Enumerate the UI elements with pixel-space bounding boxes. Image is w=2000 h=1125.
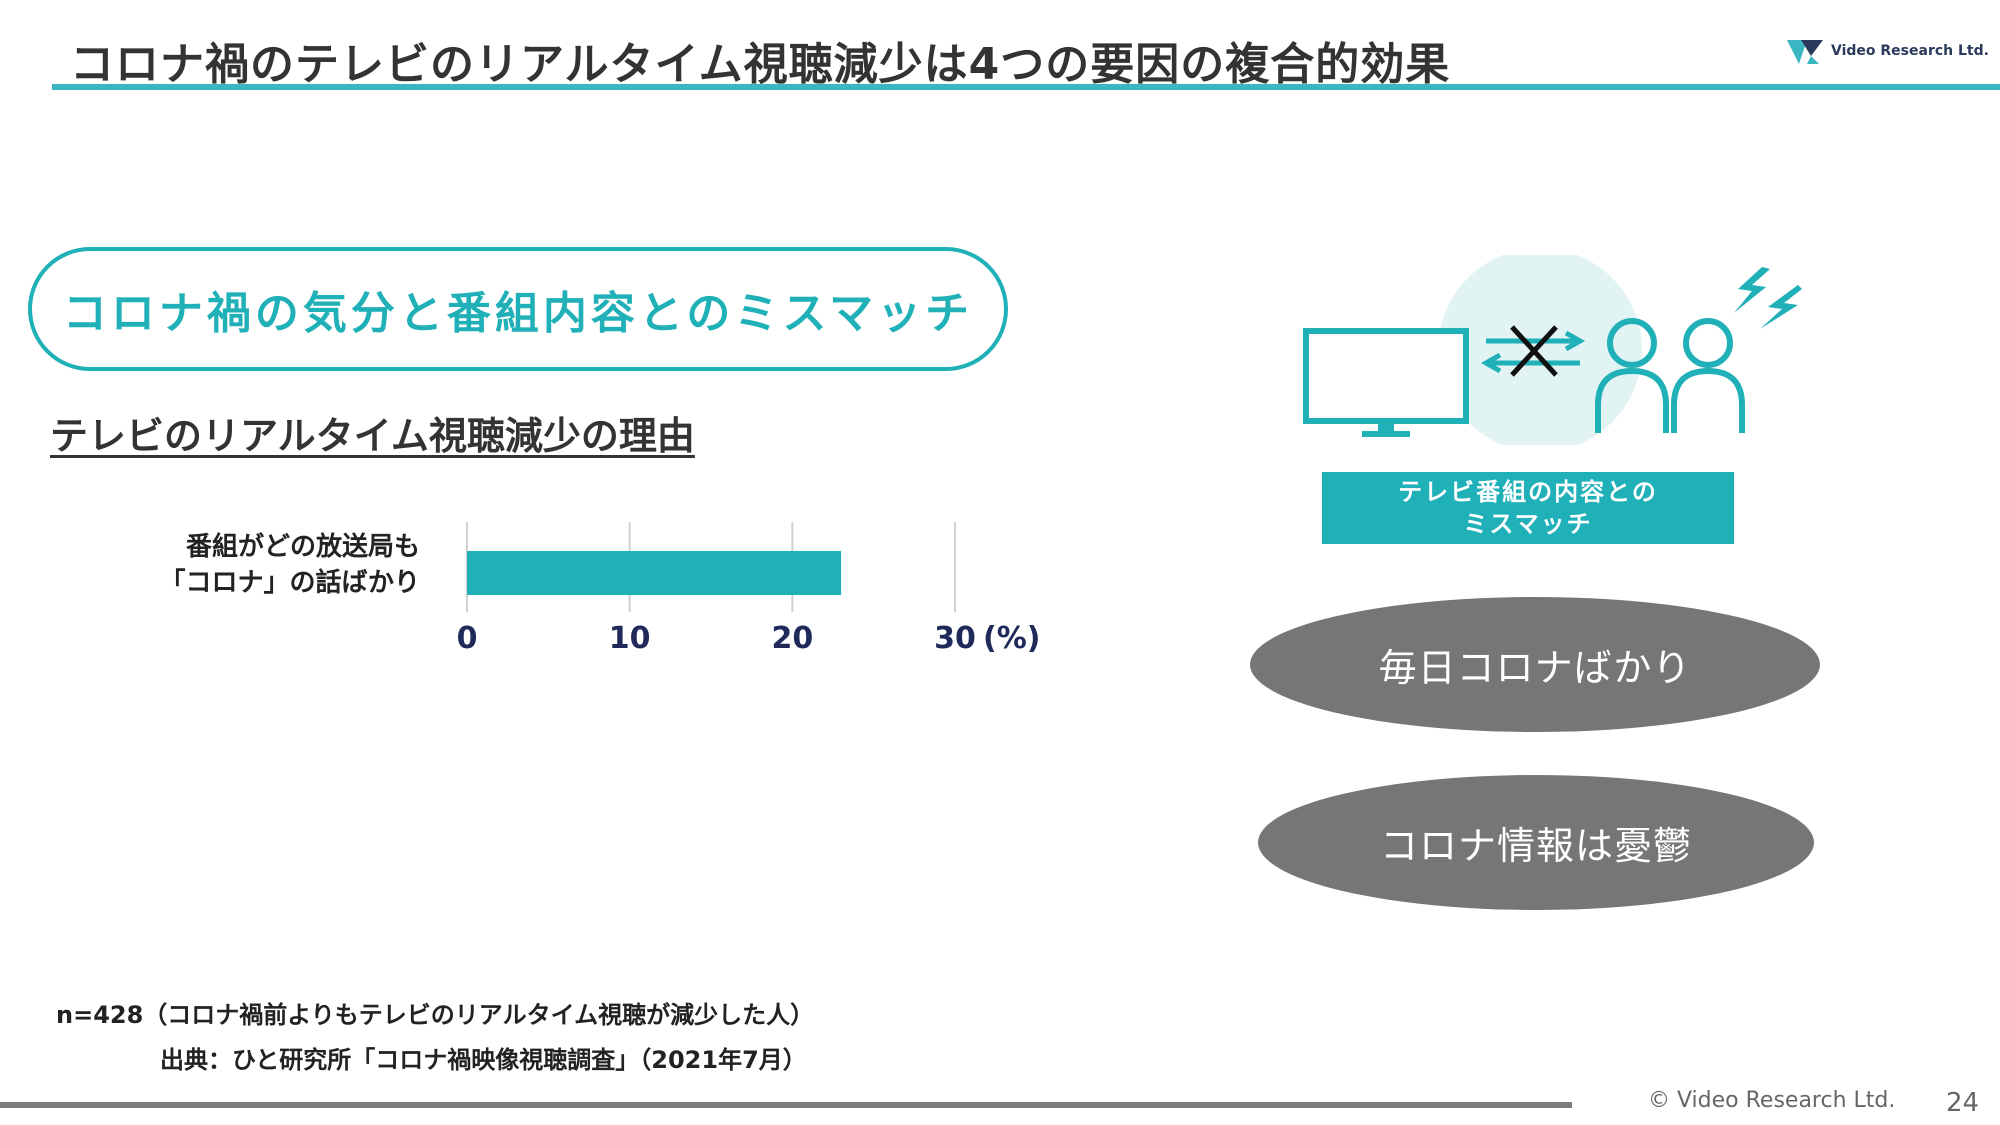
logo: Video Research Ltd. [1785, 34, 1989, 68]
person-icon [1595, 318, 1669, 433]
mismatch-label: テレビ番組の内容との ミスマッチ [1322, 472, 1734, 544]
category-label: 「コロナ」の話ばかり [159, 567, 420, 598]
slide-title: コロナ禍のテレビのリアルタイム視聴減少は4つの要因の複合的効果 [70, 39, 1451, 90]
bar-chart: 番組がどの放送局も「コロナ」の話ばかり 0 10 20 30 (%) [159, 522, 1040, 656]
bars [467, 551, 842, 595]
tick-labels: 0 10 20 30 [457, 621, 976, 656]
footer-rule [0, 1102, 1572, 1108]
copyright: © Video Research Ltd. [1648, 1088, 1896, 1113]
tick-label: 10 [609, 621, 651, 656]
cross-icon [1510, 325, 1558, 377]
comment-oval: コロナ情報は憂鬱 [1258, 775, 1814, 910]
tick-label: 0 [457, 621, 478, 656]
chart-heading: テレビのリアルタイム視聴減少の理由 [50, 414, 695, 458]
comment-text: 毎日コロナばかり [1378, 646, 1692, 690]
mismatch-label-line: テレビ番組の内容との [1398, 478, 1658, 506]
logo-text: Video Research Ltd. [1831, 43, 1989, 59]
factor-label: コロナ禍の気分と番組内容とのミスマッチ [62, 288, 974, 339]
comment-text: コロナ情報は憂鬱 [1379, 824, 1692, 868]
lightning-icon [1734, 267, 1802, 329]
arrows-icon [1480, 330, 1586, 374]
source-note: 出典：ひと研究所「コロナ禍映像視聴調査」（2021年7月） [160, 1046, 807, 1074]
mismatch-label-line: ミスマッチ [1463, 510, 1593, 538]
sample-note: n=428（コロナ禍前よりもテレビのリアルタイム視聴が減少した人） [56, 1001, 815, 1029]
category-labels: 番組がどの放送局も「コロナ」の話ばかり [159, 531, 420, 598]
person-icon [1671, 318, 1745, 433]
background-circle [1438, 255, 1642, 445]
comment-oval: 毎日コロナばかり [1250, 597, 1820, 732]
tv-icon [1303, 328, 1469, 437]
page-number: 24 [1946, 1088, 1980, 1118]
bar [467, 551, 842, 595]
category-label: 番組がどの放送局も [186, 531, 420, 562]
title-rule [52, 84, 2000, 90]
factor-pill: コロナ禍の気分と番組内容とのミスマッチ [28, 247, 1008, 371]
unit-label: (%) [983, 621, 1040, 656]
mismatch-illustration [1303, 255, 1802, 445]
tick-label: 20 [771, 621, 813, 656]
tick-label: 30 [934, 621, 976, 656]
logo-mark-icon [1787, 40, 1823, 64]
